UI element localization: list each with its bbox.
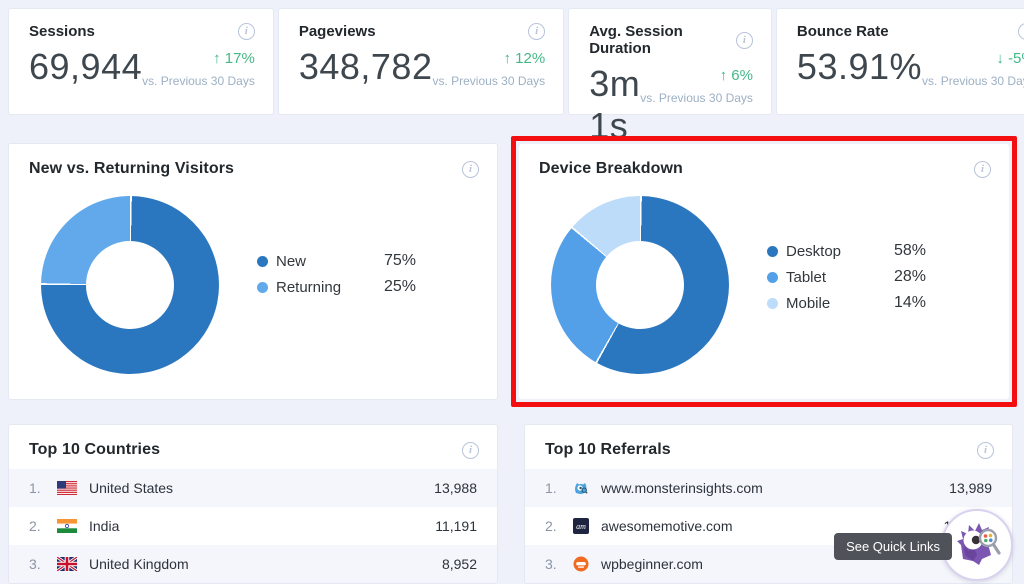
down-arrow-icon: ↓ [996,50,1004,67]
devices-donut-chart [551,196,729,374]
stat-label: Pageviews [298,23,376,40]
legend-dot [257,255,268,267]
country-row: 1. United States 13,988 [9,469,497,507]
info-icon[interactable]: i [462,441,479,459]
card-title: New vs. Returning Visitors [29,160,235,177]
see-quick-links-tooltip: See Quick Links [834,533,952,560]
info-icon[interactable]: i [237,23,255,40]
info-icon[interactable]: i [462,160,479,178]
legend-dot [767,297,778,309]
visitors-donut-chart [41,196,219,374]
legend-dot [767,271,778,283]
legend-dot [257,281,268,293]
stat-value: 53.91% [796,46,923,87]
info-icon[interactable]: i [1017,23,1024,40]
stat-change: ↓ -5% [996,50,1024,67]
united-kingdom-flag-icon [57,557,77,571]
visitors-legend: New 75% Returning 25% [257,252,416,304]
stat-change: ↑ 12% [503,50,546,67]
device-breakdown-card: Device Breakdown i Desktop 58% Tablet 28… [519,144,1009,399]
up-arrow-icon: ↑ [719,67,728,84]
stat-label: Avg. Session Duration [589,23,683,57]
quick-links-button[interactable] [941,509,1013,581]
stat-value: 69,944 [29,46,143,87]
legend-item-desktop: Desktop 58% [767,242,926,260]
awesomemotive-favicon: am [573,518,589,534]
stat-compare-label: vs. Previous 30 Days [142,74,255,88]
up-arrow-icon: ↑ [213,50,221,67]
card-title: Top 10 Referrals [545,441,671,458]
card-title: Top 10 Countries [29,441,161,458]
legend-dot [767,245,778,257]
stat-compare-label: vs. Previous 30 Days [432,74,546,88]
stat-compare-label: vs. Previous 30 Days [922,74,1024,88]
country-row: 3. United Kingdom 8,952 [9,545,497,583]
stat-value: 3m 1s [589,63,641,146]
info-icon[interactable]: i [735,31,753,49]
stat-change: ↑ 17% [213,50,255,67]
united-states-flag-icon [57,481,77,495]
stat-card-pageviews: Pageviews i 348,782 ↑ 12% vs. Previous 3… [277,8,565,115]
wpbeginner-favicon [573,556,589,572]
new-vs-returning-card: New vs. Returning Visitors i New 75% Ret… [8,143,498,400]
stat-card-sessions: Sessions i 69,944 ↑ 17% vs. Previous 30 … [8,8,274,115]
stat-value: 348,782 [298,46,433,87]
info-icon[interactable]: i [528,23,546,40]
svg-text:am: am [576,522,586,531]
stat-card-bounce-rate: Bounce Rate i 53.91% ↓ -5% vs. Previous … [775,8,1024,115]
up-arrow-icon: ↑ [503,50,511,67]
top-referrals-card: Top 10 Referrals i 1. www.monsterinsight… [524,424,1013,584]
stat-card-session-duration: Avg. Session Duration i 3m 1s ↑ 6% vs. P… [568,8,772,146]
legend-item-tablet: Tablet 28% [767,268,926,286]
stat-label: Bounce Rate [796,23,889,40]
stat-compare-label: vs. Previous 30 Days [640,91,753,105]
stat-label: Sessions [29,23,95,40]
info-icon[interactable]: i [977,441,994,459]
stat-change: ↑ 6% [719,67,753,84]
referral-row: 1. www.monsterinsights.com 13,989 [525,469,1012,507]
info-icon[interactable]: i [974,160,991,178]
stat-cards-row: Sessions i 69,944 ↑ 17% vs. Previous 30 … [0,0,1024,146]
legend-item-mobile: Mobile 14% [767,294,926,312]
red-highlight-box: Device Breakdown i Desktop 58% Tablet 28… [511,136,1017,407]
legend-item-returning: Returning 25% [257,278,416,296]
monsterinsights-favicon [573,480,589,496]
card-title: Device Breakdown [539,160,683,177]
country-row: 2. India 11,191 [9,507,497,545]
lists-row: Top 10 Countries i 1. United States 13,9… [0,424,1024,584]
legend-item-new: New 75% [257,252,416,270]
top-countries-card: Top 10 Countries i 1. United States 13,9… [8,424,498,584]
devices-legend: Desktop 58% Tablet 28% Mobile 14% [767,242,926,320]
charts-row: New vs. Returning Visitors i New 75% Ret… [0,136,1024,407]
monsterinsights-mascot-icon [949,515,1005,576]
india-flag-icon [57,519,77,533]
